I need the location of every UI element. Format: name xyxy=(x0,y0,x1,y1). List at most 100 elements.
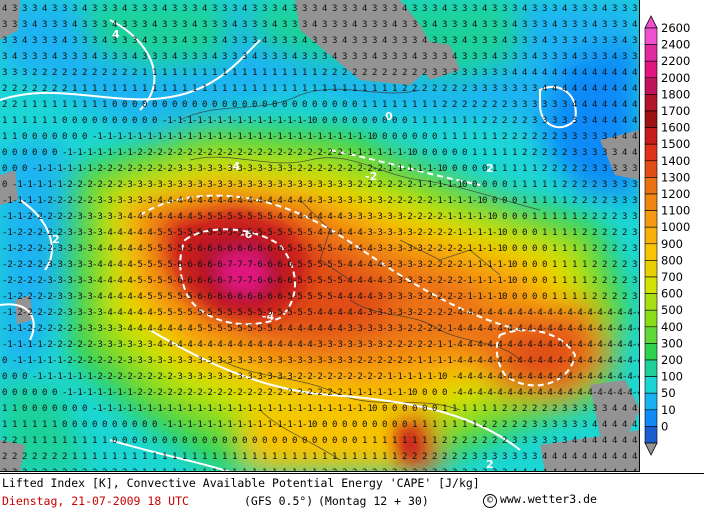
lifted-index-value: -3 xyxy=(142,356,153,366)
lifted-index-value: -4 xyxy=(122,212,133,222)
lifted-index-value: 1 xyxy=(462,404,467,414)
lifted-index-value: -1 xyxy=(432,340,443,350)
lifted-index-value: -1 xyxy=(162,116,173,126)
lifted-index-value: 3 xyxy=(582,52,587,62)
lifted-index-value: 4 xyxy=(532,68,537,78)
lifted-index-value: -1 xyxy=(262,116,273,126)
lifted-index-value: 3 xyxy=(482,84,487,94)
lifted-index-value: 2 xyxy=(22,452,27,462)
lifted-index-value: 3 xyxy=(22,4,27,14)
lifted-index-value: -4 xyxy=(322,308,333,318)
lifted-index-value: -4 xyxy=(122,276,133,286)
lifted-index-value: 4 xyxy=(552,468,557,472)
lifted-index-value: 1 xyxy=(452,116,457,126)
legend-value: 900 xyxy=(661,237,683,251)
lifted-index-value: -3 xyxy=(222,372,233,382)
lifted-index-value: -2 xyxy=(22,292,33,302)
lifted-index-value: -2 xyxy=(152,148,163,158)
lifted-index-value: -1 xyxy=(172,420,183,430)
lifted-index-value: 1 xyxy=(412,100,417,110)
lifted-index-value: -1 xyxy=(222,404,233,414)
legend-value: 800 xyxy=(661,253,683,267)
lifted-index-value: 3 xyxy=(532,100,537,110)
lifted-index-value: -4 xyxy=(582,356,593,366)
lifted-index-value: -1 xyxy=(202,420,213,430)
lifted-index-value: 4 xyxy=(52,52,57,62)
lifted-index-value: 2 xyxy=(582,228,587,238)
lifted-index-value: 1 xyxy=(32,420,37,430)
credit[interactable]: © www.wetter3.de xyxy=(483,492,597,508)
lifted-index-value: 3 xyxy=(452,4,457,14)
lifted-index-value: 0 xyxy=(412,404,417,414)
lifted-index-value: -4 xyxy=(182,324,193,334)
lifted-index-value: -4 xyxy=(352,292,363,302)
lifted-index-value: 3 xyxy=(452,68,457,78)
lifted-index-value: -2 xyxy=(42,308,53,318)
lifted-index-value: -3 xyxy=(272,356,283,366)
lifted-index-value: -4 xyxy=(502,356,513,366)
lifted-index-value: 3 xyxy=(472,68,477,78)
lifted-index-value: 1 xyxy=(362,436,367,446)
lifted-index-value: 1 xyxy=(402,100,407,110)
lifted-index-value: 2 xyxy=(512,420,517,430)
lifted-index-value: -4 xyxy=(342,308,353,318)
lifted-index-value: 3 xyxy=(592,404,597,414)
lifted-index-value: -2 xyxy=(82,196,93,206)
lifted-index-value: 1 xyxy=(422,100,427,110)
lifted-index-value: -2 xyxy=(212,388,223,398)
lifted-index-value: 1 xyxy=(372,436,377,446)
lifted-index-value: 3 xyxy=(622,180,627,190)
lifted-index-value: 1 xyxy=(102,436,107,446)
lifted-index-value: 3 xyxy=(42,36,47,46)
lifted-index-value: -1 xyxy=(392,148,403,158)
lifted-index-value: 1 xyxy=(52,436,57,446)
lifted-index-value: 4 xyxy=(632,468,637,472)
lifted-index-value: 3 xyxy=(12,68,17,78)
lifted-index-value: -3 xyxy=(372,212,383,222)
lifted-index-value: -3 xyxy=(362,228,373,238)
lifted-index-value: -2 xyxy=(362,180,373,190)
lifted-index-value: -5 xyxy=(152,228,163,238)
lifted-index-value: -2 xyxy=(392,340,403,350)
lifted-index-value: 1 xyxy=(482,132,487,142)
lifted-index-value: 3 xyxy=(532,116,537,126)
lifted-index-value: -1 xyxy=(392,372,403,382)
lifted-index-value: -3 xyxy=(312,356,323,366)
website-link[interactable]: www.wetter3.de xyxy=(500,492,597,506)
lifted-index-value: -3 xyxy=(262,356,273,366)
lifted-index-value: -7 xyxy=(232,260,243,270)
lifted-index-value: 1 xyxy=(492,148,497,158)
lifted-index-value: 0 xyxy=(32,404,37,414)
lifted-index-value: -4 xyxy=(472,324,483,334)
lifted-index-value: -2 xyxy=(82,340,93,350)
lifted-index-value: -1 xyxy=(202,132,213,142)
lifted-index-value: 4 xyxy=(622,436,627,446)
lifted-index-value: 4 xyxy=(612,100,617,110)
lifted-index-value: -4 xyxy=(362,276,373,286)
lifted-index-value: 0 xyxy=(242,100,247,110)
lifted-index-value: 0 xyxy=(192,436,197,446)
lifted-index-value: -4 xyxy=(212,340,223,350)
lifted-index-value: -2 xyxy=(432,260,443,270)
lifted-index-value: -4 xyxy=(252,196,263,206)
lifted-index-value: -2 xyxy=(452,292,463,302)
lifted-index-value: 0 xyxy=(312,436,317,446)
lifted-index-value: -1 xyxy=(252,116,263,126)
lifted-index-value: -4 xyxy=(182,212,193,222)
lifted-index-value: -1 xyxy=(402,388,413,398)
lifted-index-value: 3 xyxy=(452,468,457,472)
legend-swatch xyxy=(644,210,658,228)
lifted-index-value: 3 xyxy=(462,468,467,472)
lifted-index-value: -1 xyxy=(162,404,173,414)
lifted-index-value: -2 xyxy=(2,276,13,286)
lifted-index-value: -4 xyxy=(172,212,183,222)
lifted-index-value: 2 xyxy=(372,468,377,472)
lifted-index-value: 4 xyxy=(622,100,627,110)
lifted-index-value: 0 xyxy=(2,164,7,174)
lifted-index-value: 2 xyxy=(92,468,97,472)
lifted-index-value: 3 xyxy=(212,20,217,30)
lifted-index-value: -6 xyxy=(212,244,223,254)
lifted-index-value: 0 xyxy=(412,132,417,142)
lifted-index-value: -4 xyxy=(152,212,163,222)
